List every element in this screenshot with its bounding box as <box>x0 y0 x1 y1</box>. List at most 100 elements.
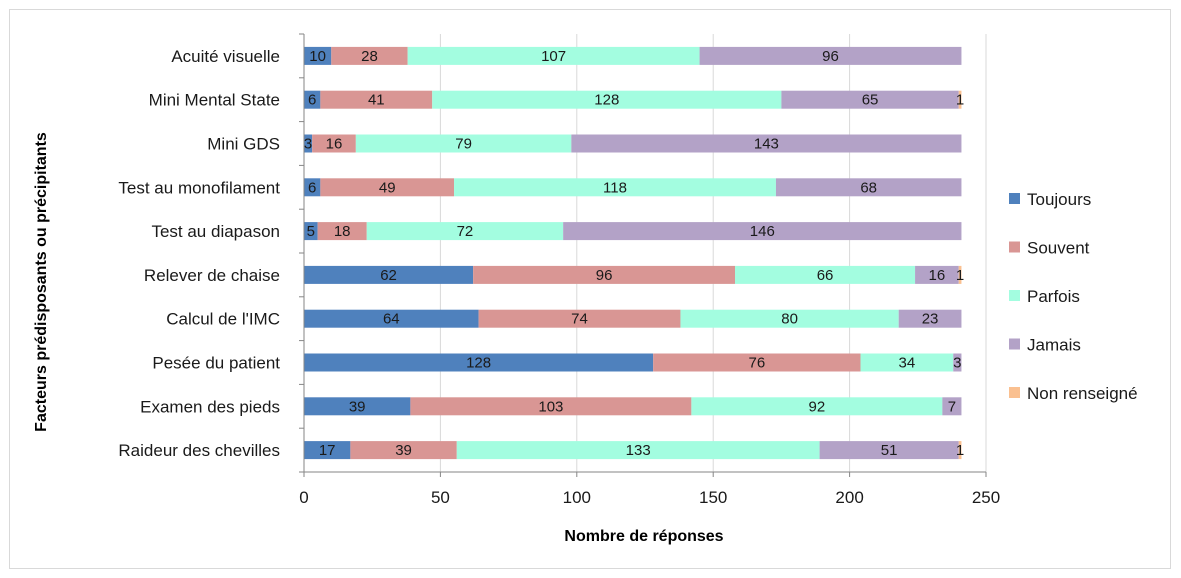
legend-label: Souvent <box>1027 239 1090 258</box>
bar-segment <box>653 353 861 372</box>
bar-segment <box>304 353 654 372</box>
y-axis-title: Facteurs prédisposants ou précipitants <box>33 132 50 432</box>
x-tick-label-250: 250 <box>972 488 1000 507</box>
bar-segment <box>304 265 474 284</box>
bar-segment <box>860 353 954 372</box>
bar-segment <box>320 90 433 109</box>
category-label: Acuité visuelle <box>171 47 280 66</box>
data-label: 74 <box>571 311 588 328</box>
bar-segment <box>781 90 959 109</box>
data-label: 96 <box>596 267 613 284</box>
data-label: 64 <box>383 311 400 328</box>
data-label: 65 <box>862 92 879 109</box>
bar-segment <box>320 178 455 197</box>
bar-segment <box>304 134 313 153</box>
bar-segment <box>432 90 782 109</box>
legend: Toujours Souvent Parfois Jamais Non renseign… <box>1009 190 1138 403</box>
bar-segment <box>304 178 321 197</box>
x-tick-label-50: 50 <box>431 488 450 507</box>
bar-segment <box>355 134 572 153</box>
bar-segment <box>317 222 367 241</box>
bar-segment <box>775 178 962 197</box>
data-label: 1 <box>956 92 964 109</box>
category-label: Mini Mental State <box>149 91 280 110</box>
bar-segment <box>958 265 962 284</box>
x-tick-label-100: 100 <box>563 488 591 507</box>
data-label: 23 <box>922 311 939 328</box>
legend-label: Toujours <box>1027 190 1091 209</box>
data-label: 92 <box>809 398 826 415</box>
category-label: Test au diapason <box>151 222 280 241</box>
data-label: 39 <box>395 442 412 459</box>
bar-segment <box>942 397 962 416</box>
data-label: 103 <box>538 398 563 415</box>
data-label: 107 <box>541 48 566 65</box>
data-label: 3 <box>304 136 312 153</box>
legend-swatch <box>1009 193 1020 204</box>
bar-segment <box>454 178 776 197</box>
data-label: 3 <box>953 355 961 372</box>
bar-segment <box>680 309 899 328</box>
bar-segment <box>473 265 736 284</box>
bar-segment <box>304 309 479 328</box>
bar-segment <box>953 353 962 372</box>
data-label: 143 <box>754 136 779 153</box>
data-label: 7 <box>948 398 956 415</box>
bar-segment <box>366 222 564 241</box>
x-tick-label-200: 200 <box>835 488 863 507</box>
bar-segment <box>304 90 321 109</box>
data-label: 17 <box>319 442 336 459</box>
axes <box>299 33 987 477</box>
bar-segment <box>958 90 962 109</box>
bar-segment <box>410 397 692 416</box>
bar-segment <box>304 222 318 241</box>
data-label: 1 <box>956 442 964 459</box>
data-label: 18 <box>334 223 351 240</box>
bar-segment <box>331 46 408 65</box>
data-label: 5 <box>307 223 315 240</box>
bar-segment <box>407 46 700 65</box>
category-label: Relever de chaise <box>144 266 280 285</box>
data-label: 1 <box>956 267 964 284</box>
bar-segment <box>819 441 959 460</box>
data-label: 16 <box>326 136 343 153</box>
data-label: 10 <box>309 48 326 65</box>
data-label: 128 <box>594 92 619 109</box>
bar-segment <box>304 397 411 416</box>
legend-label: Jamais <box>1027 336 1081 355</box>
data-label: 68 <box>860 179 877 196</box>
bar-segment <box>915 265 959 284</box>
data-label: 80 <box>781 311 798 328</box>
data-label: 133 <box>626 442 651 459</box>
data-label: 146 <box>750 223 775 240</box>
x-tick-labels: 0 50 100 150 200 250 <box>299 488 1000 507</box>
x-axis-title: Nombre de réponses <box>564 528 723 545</box>
data-label: 6 <box>308 179 316 196</box>
legend-swatch <box>1009 290 1020 301</box>
legend-label: Parfois <box>1027 287 1080 306</box>
x-tick-label-0: 0 <box>299 488 308 507</box>
data-label: 39 <box>349 398 366 415</box>
data-label: 72 <box>457 223 474 240</box>
data-label: 28 <box>361 48 378 65</box>
bar-segment <box>304 441 351 460</box>
data-label: 66 <box>817 267 834 284</box>
legend-label: Non renseigné <box>1027 384 1138 403</box>
data-label: 34 <box>899 355 916 372</box>
legend-swatch <box>1009 338 1020 350</box>
category-label: Test au monofilament <box>118 178 280 197</box>
data-label: 62 <box>380 267 397 284</box>
bar-segment <box>456 441 820 460</box>
data-label: 128 <box>466 355 491 372</box>
data-label: 96 <box>822 48 839 65</box>
data-label: 118 <box>603 179 627 196</box>
data-label: 6 <box>308 92 316 109</box>
bar-segment <box>312 134 356 153</box>
bar-segment <box>735 265 916 284</box>
data-label: 41 <box>368 92 385 109</box>
legend-swatch <box>1009 387 1020 398</box>
category-label: Mini GDS <box>207 135 280 154</box>
category-label: Pesée du patient <box>152 354 280 373</box>
